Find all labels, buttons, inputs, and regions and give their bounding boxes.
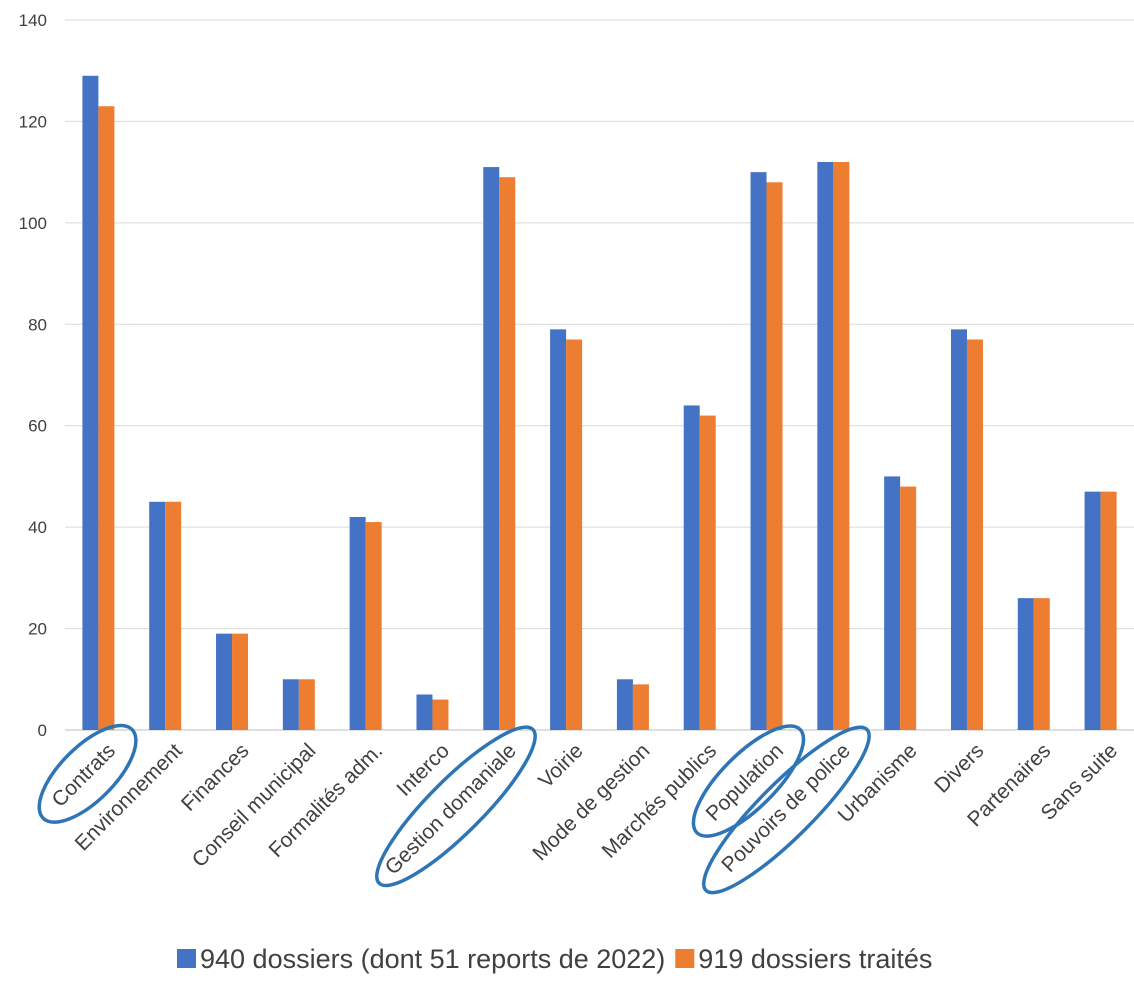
- bar-series1-divers: [950, 329, 967, 730]
- x-label-divers: Divers: [930, 739, 988, 797]
- legend-swatch-series1: [177, 949, 196, 968]
- bar-series1-pouvoirs-de-police: [817, 162, 834, 730]
- bar-series2-gestion-domaniale: [499, 177, 516, 730]
- bar-series2-marches-publics: [699, 415, 716, 730]
- bar-series2-contrats: [98, 106, 115, 730]
- bar-series2-environnement: [165, 501, 182, 730]
- bar-series1-interco: [416, 694, 433, 730]
- x-label-interco: Interco: [392, 739, 454, 801]
- bar-series1-mode-de-gestion: [616, 679, 633, 730]
- circle-annotation-contrats: [37, 723, 138, 824]
- x-label-formalites-adm: Formalités adm.: [264, 739, 387, 862]
- bars: [82, 75, 1117, 731]
- bar-series2-finances: [232, 633, 249, 730]
- y-tick-label: 140: [19, 11, 47, 30]
- bar-series2-conseil-municipal: [298, 679, 315, 730]
- bar-series1-contrats: [82, 75, 99, 731]
- circle-annotation-population: [691, 724, 806, 838]
- bar-series1-gestion-domaniale: [483, 167, 500, 731]
- y-axis-ticks: 0 20 40 60 80 100 120 140: [19, 11, 47, 740]
- bar-series1-finances: [216, 633, 233, 730]
- bar-series1-conseil-municipal: [282, 679, 299, 730]
- x-label-mode-de-gestion: Mode de gestion: [528, 739, 654, 865]
- bar-series1-marches-publics: [683, 405, 700, 730]
- y-tick-label: 100: [19, 214, 47, 233]
- bar-series1-partenaires: [1017, 598, 1034, 730]
- x-label-voirie: Voirie: [534, 739, 587, 792]
- circle-annotation-pouvoirs-de-police: [701, 725, 871, 895]
- x-label-marches-publics: Marchés publics: [598, 739, 722, 863]
- bar-series2-divers: [966, 339, 983, 730]
- bar-series2-partenaires: [1033, 598, 1050, 730]
- bar-series2-mode-de-gestion: [632, 684, 649, 730]
- bar-series1-formalites-adm: [349, 517, 366, 730]
- y-tick-label: 0: [38, 721, 47, 740]
- x-label-pouvoirs-de-police: Pouvoirs de police: [717, 739, 855, 877]
- bar-series2-population: [766, 182, 783, 731]
- x-label-gestion-domaniale: Gestion domaniale: [381, 739, 521, 879]
- bar-series2-interco: [432, 699, 449, 730]
- bar-series2-formalites-adm: [365, 522, 382, 730]
- y-tick-label: 80: [28, 315, 47, 334]
- legend-label-series1: 940 dossiers (dont 51 reports de 2022): [200, 944, 665, 974]
- bar-series1-sans-suite: [1084, 491, 1101, 730]
- bar-series1-population: [750, 172, 767, 731]
- y-tick-label: 20: [28, 620, 47, 639]
- bar-series2-voirie: [566, 339, 583, 730]
- bar-series1-environnement: [149, 501, 166, 730]
- legend: 940 dossiers (dont 51 reports de 2022) 91…: [177, 944, 932, 974]
- gridlines: [65, 19, 1134, 731]
- y-tick-label: 120: [19, 112, 47, 131]
- y-tick-label: 40: [28, 518, 47, 537]
- bar-series2-sans-suite: [1100, 491, 1117, 730]
- y-tick-label: 60: [28, 417, 47, 436]
- circle-annotations: [37, 723, 871, 895]
- legend-label-series2: 919 dossiers traités: [698, 944, 932, 974]
- bar-series1-urbanisme: [884, 476, 901, 730]
- circle-annotation-gestion-domaniale: [375, 725, 537, 888]
- legend-swatch-series2: [675, 949, 695, 968]
- bar-series2-urbanisme: [900, 486, 917, 730]
- x-label-conseil-municipal: Conseil municipal: [188, 739, 321, 872]
- bar-series2-pouvoirs-de-police: [833, 162, 850, 730]
- bar-series1-voirie: [550, 329, 567, 730]
